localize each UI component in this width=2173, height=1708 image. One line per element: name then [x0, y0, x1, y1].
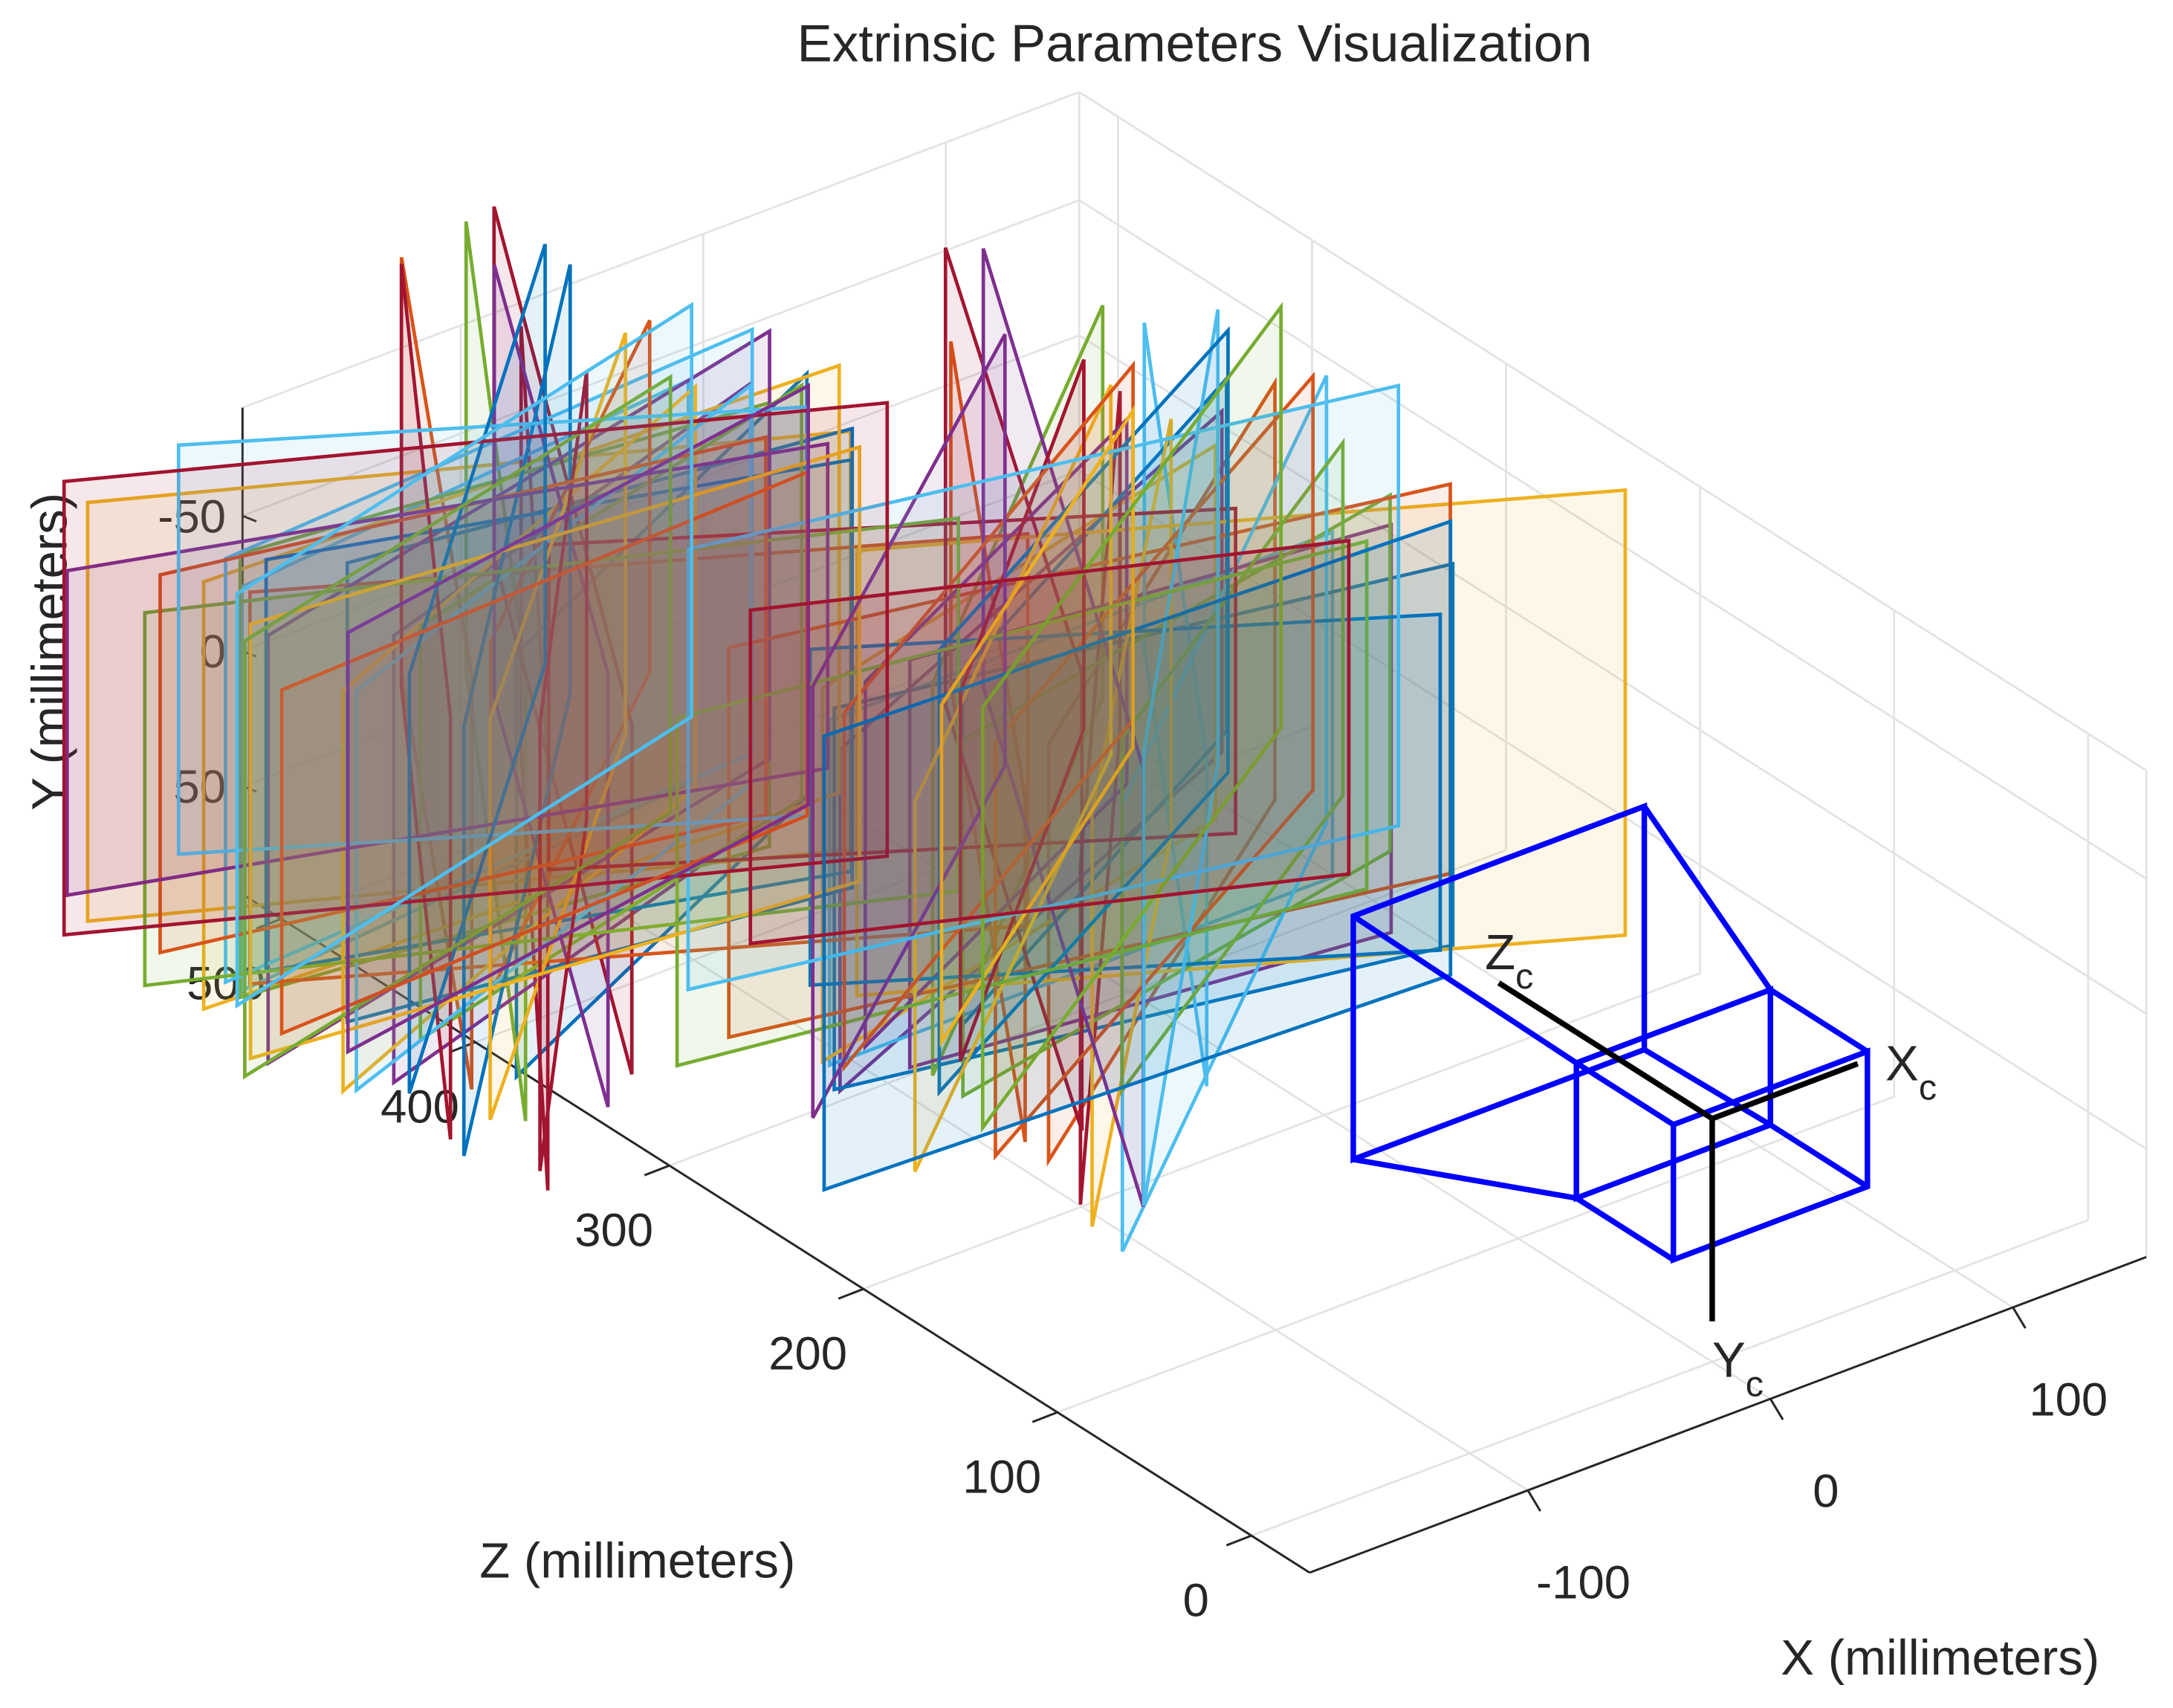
x-tick-label: 0 [1813, 1466, 1839, 1518]
axis-subscript: c [1515, 957, 1533, 997]
box-edge [1078, 91, 2147, 771]
board [822, 519, 1453, 1192]
tick-mark [1032, 1411, 1058, 1423]
board [808, 612, 1442, 987]
board [748, 538, 1351, 945]
z-tick-label: 0 [1183, 1574, 1209, 1626]
grid-line [1251, 1219, 2089, 1537]
grid-line [863, 972, 1701, 1290]
board [235, 302, 693, 1009]
grid-line [669, 849, 1507, 1167]
camera-edge [1353, 1157, 1577, 1201]
axis-subscript: c [1919, 1068, 1937, 1108]
box-edge [242, 91, 1080, 409]
axis-name: Y [1712, 1332, 1746, 1388]
board [407, 243, 547, 1094]
camera-edge [1575, 1195, 1675, 1263]
camera-axis-label: Yc [1712, 1332, 1764, 1404]
board [1120, 437, 1345, 1096]
grid-line [1078, 469, 2147, 1151]
camera-axis [1497, 980, 1714, 1122]
calibration-boards [62, 206, 1628, 1252]
grid-line [702, 719, 1772, 1400]
grid-line [945, 627, 2014, 1309]
z-tick-label: 300 [574, 1204, 653, 1256]
grid-line [242, 199, 1080, 517]
tick-mark [644, 1164, 670, 1177]
camera-edge [1642, 804, 1773, 992]
x-axis-line [1309, 1255, 2147, 1574]
z-tick-label: 100 [962, 1451, 1041, 1503]
board [675, 539, 1369, 1068]
camera-axis [1711, 1061, 1859, 1122]
board [907, 523, 1393, 1070]
camera-edge [1769, 1122, 1869, 1189]
board [686, 383, 1401, 992]
tick-mark [2012, 1307, 2027, 1329]
board [62, 401, 890, 937]
camera-edge [1351, 913, 1578, 1066]
camera-axis-label: Zc [1485, 925, 1533, 997]
tick-mark [242, 514, 257, 523]
grid-line [1057, 1096, 1895, 1414]
board [264, 457, 854, 974]
axis-name: X [1885, 1036, 1919, 1092]
board [811, 333, 1007, 1119]
tick-mark [1225, 1534, 1252, 1547]
tick-mark [838, 1287, 864, 1300]
board [913, 384, 1113, 1173]
y-tick-label: -50 [158, 491, 226, 543]
z-tick-label: 200 [768, 1327, 847, 1379]
axis-subscript: c [1746, 1364, 1764, 1404]
camera-edge [1575, 1060, 1675, 1128]
board [994, 371, 1315, 1161]
tick-mark [1526, 1489, 1541, 1512]
board [1141, 309, 1220, 1206]
board [980, 301, 1283, 1133]
camera-axis-label: Xc [1885, 1036, 1937, 1108]
camera-edge [1642, 1047, 1772, 1128]
board [65, 441, 830, 898]
x-axis-label: X (millimeters) [1781, 1630, 2099, 1686]
grid-line [1078, 199, 2147, 880]
camera-edge [1769, 987, 1869, 1054]
axis-name: Z [1485, 925, 1515, 980]
z-axis-label: Z (millimeters) [479, 1533, 795, 1588]
board [243, 373, 673, 1080]
grid-line [1078, 334, 2147, 1015]
x-tick-label: 100 [2029, 1374, 2108, 1426]
chart-title: Extrinsic Parameters Visualization [797, 14, 1593, 73]
board [158, 435, 768, 955]
board [248, 444, 861, 1061]
y-tick-label: 50 [173, 761, 226, 813]
board [266, 328, 771, 1067]
board [341, 383, 697, 1096]
x-tick-label: -100 [1536, 1557, 1630, 1609]
tick-mark [1769, 1398, 1784, 1420]
board [488, 332, 627, 1121]
